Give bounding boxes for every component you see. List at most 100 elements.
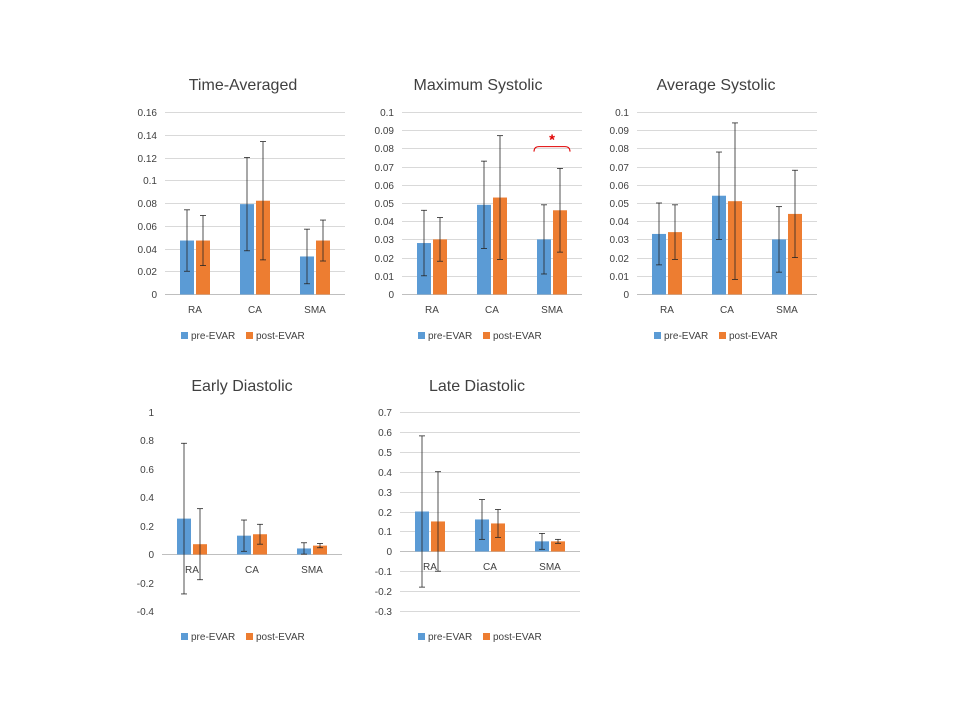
x-tick-label: RA [660, 305, 674, 316]
y-tick-label: -0.2 [137, 579, 155, 590]
y-tick-label: 0 [623, 290, 629, 301]
chart-title: Early Diastolic [191, 378, 292, 395]
bar-post-sma [551, 541, 565, 552]
y-tick-label: 0.05 [375, 199, 395, 210]
y-tick-label: 0.6 [378, 428, 392, 439]
legend-label-post: post-EVAR [256, 331, 305, 342]
y-tick-label: 0.1 [378, 527, 392, 538]
y-tick-label: 0.01 [375, 272, 395, 283]
y-tick-label: 0.03 [375, 235, 395, 246]
x-tick-label: RA [423, 562, 437, 573]
y-tick-label: 0 [386, 547, 392, 558]
chart-title: Late Diastolic [429, 378, 525, 395]
y-tick-label: 0.08 [375, 144, 395, 155]
y-tick-label: 0.04 [138, 245, 158, 256]
legend-label-pre: pre-EVAR [664, 331, 708, 342]
x-tick-label: RA [188, 305, 202, 316]
y-tick-label: 0.08 [610, 144, 630, 155]
bar-post-sma [316, 240, 330, 295]
chart-panel-5: Late Diastolic -0.3 -0.2 -0.1 0 0.1 0.2 0.3 0.4 0… [375, 378, 580, 643]
bar-pre-ca [712, 195, 726, 295]
y-tick-label: 0.16 [138, 108, 158, 119]
legend-label-post: post-EVAR [729, 331, 778, 342]
y-tick-label: 0 [388, 290, 394, 301]
y-tick-label: 0.04 [610, 217, 630, 228]
significance-bracket [533, 146, 571, 152]
y-tick-label: 0.4 [378, 468, 392, 479]
y-tick-label: 0.06 [375, 181, 395, 192]
x-tick-label: CA [483, 562, 497, 573]
significance-marker: * [549, 132, 555, 149]
y-tick-label: -0.1 [375, 567, 393, 578]
x-tick-label: RA [185, 565, 199, 576]
y-tick-label: 0.06 [138, 222, 158, 233]
legend-swatch-post [246, 332, 253, 339]
x-tick-label: CA [485, 305, 499, 316]
y-tick-label: 0.08 [138, 199, 158, 210]
legend-swatch-post [483, 332, 490, 339]
chart-panel-4: Early Diastolic -0.4 -0.2 0 0.2 0.4 0.6 0.8 1 RA C… [137, 378, 342, 643]
bar-post-ra [668, 232, 682, 295]
y-tick-label: 0.6 [140, 465, 154, 476]
y-tick-label: 0.1 [380, 108, 394, 119]
bar-post-ra [433, 239, 447, 295]
y-tick-label: 0.1 [143, 176, 157, 187]
legend-label-pre: pre-EVAR [191, 331, 235, 342]
x-tick-label: SMA [539, 562, 561, 573]
y-tick-label: 0.02 [138, 267, 158, 278]
x-tick-label: SMA [304, 305, 326, 316]
y-tick-label: 0.05 [610, 199, 630, 210]
y-tick-label: 0.4 [140, 493, 154, 504]
legend-swatch-post [246, 633, 253, 640]
legend-label-pre: pre-EVAR [191, 632, 235, 643]
y-tick-label: 1 [148, 408, 154, 419]
x-tick-label: SMA [301, 565, 323, 576]
y-tick-label: 0.2 [378, 508, 392, 519]
y-tick-label: 0.07 [375, 163, 395, 174]
chart-title: Time-Averaged [189, 77, 298, 94]
y-tick-label: 0.7 [378, 408, 392, 419]
y-tick-label: 0.04 [375, 217, 395, 228]
y-tick-label: 0.14 [138, 131, 158, 142]
legend-swatch-pre [418, 633, 425, 640]
legend-label-post: post-EVAR [493, 632, 542, 643]
legend-swatch-pre [418, 332, 425, 339]
legend-swatch-pre [181, 332, 188, 339]
y-tick-label: 0.07 [610, 163, 630, 174]
x-tick-label: RA [425, 305, 439, 316]
legend-label-post: post-EVAR [256, 632, 305, 643]
bar-pre-ca [477, 204, 491, 295]
y-tick-label: 0.03 [610, 235, 630, 246]
x-tick-label: CA [245, 565, 259, 576]
x-tick-label: CA [720, 305, 734, 316]
chart-panel-1: Time-Averaged 0 0.02 0.04 0.06 0.08 0.1 0.12 0.1… [138, 77, 345, 342]
legend-label-pre: pre-EVAR [428, 331, 472, 342]
legend-swatch-post [719, 332, 726, 339]
y-tick-label: 0.06 [610, 181, 630, 192]
x-tick-label: SMA [776, 305, 798, 316]
y-tick-label: 0 [148, 550, 154, 561]
chart-panel-2: Maximum Systolic 0 0.01 0.02 0.03 0.04 0.05 0.0… [375, 77, 582, 342]
x-tick-label: CA [248, 305, 262, 316]
bar-post-ra [196, 240, 210, 295]
legend-swatch-pre [181, 633, 188, 640]
y-tick-label: 0.12 [138, 154, 158, 165]
chart-title: Maximum Systolic [414, 77, 543, 94]
y-tick-label: 0.09 [375, 126, 395, 137]
y-tick-label: -0.4 [137, 607, 155, 618]
legend-swatch-pre [654, 332, 661, 339]
legend-label-post: post-EVAR [493, 331, 542, 342]
y-tick-label: -0.3 [375, 607, 393, 618]
y-tick-label: 0 [151, 290, 157, 301]
chart-title: Average Systolic [657, 77, 776, 94]
y-tick-label: 0.09 [610, 126, 630, 137]
y-tick-label: 0.02 [610, 254, 630, 265]
y-tick-label: 0.5 [378, 448, 392, 459]
legend-swatch-post [483, 633, 490, 640]
y-tick-label: 0.8 [140, 436, 154, 447]
chart-panel-3: Average Systolic 0 0.01 0.02 0.03 0.04 0.05 0.0… [610, 77, 817, 342]
y-tick-label: 0.02 [375, 254, 395, 265]
legend-label-pre: pre-EVAR [428, 632, 472, 643]
y-tick-label: 0.1 [615, 108, 629, 119]
